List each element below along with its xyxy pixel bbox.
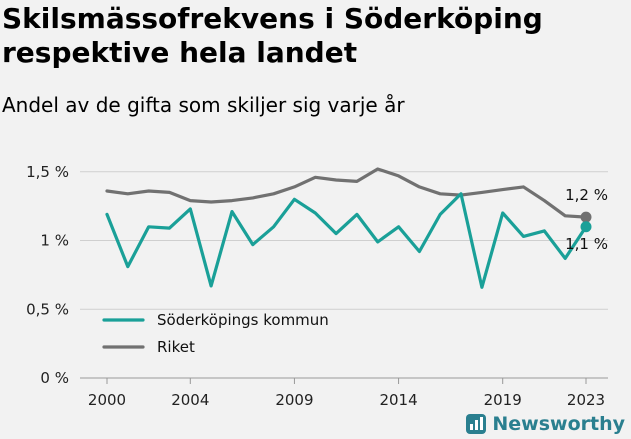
end-label-riket: 1,2 % (565, 186, 608, 204)
chart-subtitle: Andel av de gifta som skiljer sig varje … (2, 93, 405, 117)
x-tick-label: 2019 (484, 391, 522, 409)
axis-layer: 0 % 0,5 % 1 % 1,5 % 2000 2004 2009 2014 2019 2023 (26, 163, 605, 409)
y-tick-label: 0,5 % (26, 300, 69, 318)
x-tick-label: 2014 (379, 391, 417, 409)
legend: Söderköpings kommun Riket (102, 311, 329, 356)
x-tick-label: 2000 (88, 391, 126, 409)
chart-title: Skilsmässofrekvens i Söderköping respekt… (2, 2, 543, 69)
newsworthy-icon (466, 414, 487, 434)
x-tick-label: 2004 (171, 391, 209, 409)
brand-name: Newsworthy (492, 413, 625, 435)
legend-label: Riket (157, 338, 195, 356)
series-line-riket (105, 167, 588, 219)
y-tick-label: 0 % (40, 369, 69, 387)
endpoint-riket (580, 211, 592, 223)
series-line-soderkoping (105, 192, 588, 289)
newsworthy-logo: Newsworthy (465, 413, 625, 435)
endpoint-soderkoping (580, 221, 592, 233)
x-tick-label: 2009 (275, 391, 313, 409)
series-layer: 1,2 % 1,1 % (105, 167, 608, 289)
y-tick-label: 1,5 % (26, 163, 69, 181)
legend-label: Söderköpings kommun (157, 311, 329, 329)
end-label-soderkoping: 1,1 % (565, 235, 608, 253)
y-tick-label: 1 % (40, 232, 69, 250)
x-tick-label: 2023 (567, 391, 605, 409)
grid-layer (80, 171, 608, 379)
